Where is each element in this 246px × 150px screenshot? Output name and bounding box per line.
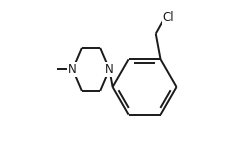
Text: N: N bbox=[68, 63, 77, 76]
Text: Cl: Cl bbox=[163, 11, 174, 24]
Text: N: N bbox=[105, 63, 114, 76]
